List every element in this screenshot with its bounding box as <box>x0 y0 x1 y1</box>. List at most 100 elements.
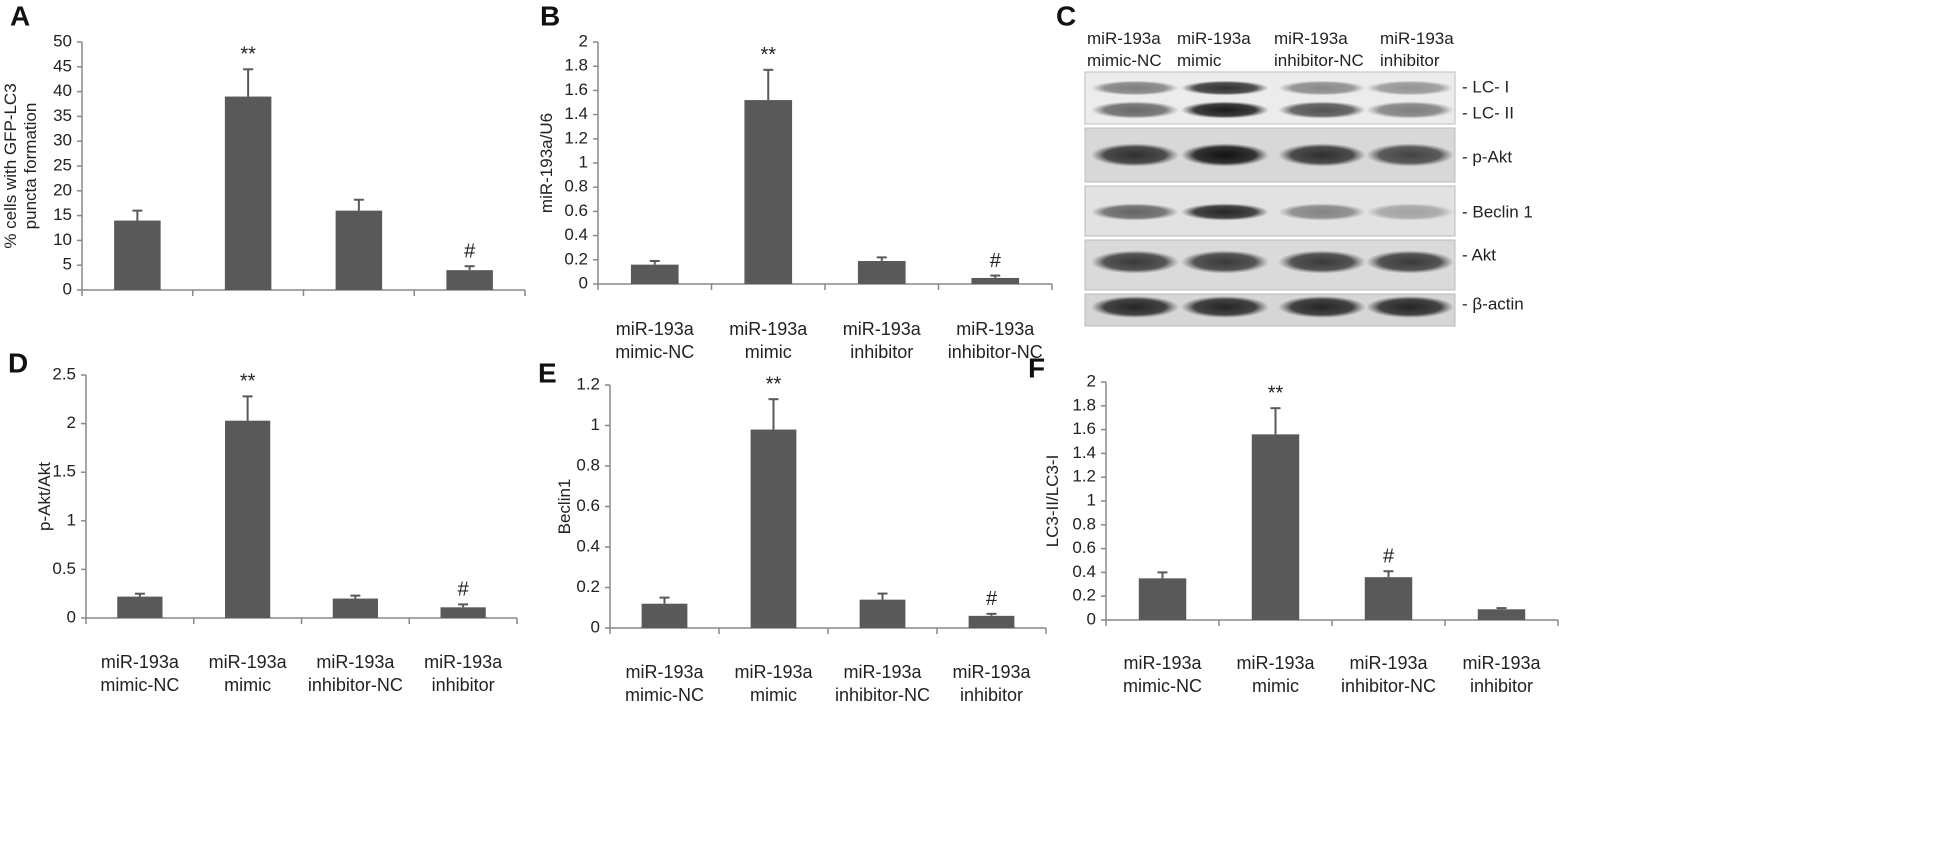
y-tick-label: 0.4 <box>1072 562 1096 581</box>
y-tick-label: 1.4 <box>564 104 588 123</box>
lane-label-line: inhibitor <box>1380 51 1440 70</box>
band-label: - Beclin 1 <box>1462 202 1533 221</box>
x-tick-label-line: inhibitor-NC <box>308 675 403 695</box>
x-tick-label-line: miR-193a <box>956 319 1035 339</box>
x-tick-label: miR-193a mimic-NC <box>615 319 694 362</box>
lane-label-line: mimic-NC <box>1087 51 1162 70</box>
y-tick-label: 0.6 <box>1072 538 1096 557</box>
x-tick-label-line: miR-193a <box>729 319 808 339</box>
bar <box>630 264 679 284</box>
blot-band <box>1091 80 1179 96</box>
panel-label: B <box>540 0 560 31</box>
x-tick-label-line: inhibitor <box>432 675 495 695</box>
y-axis-label: LC3-II/LC3-I <box>1043 455 1062 548</box>
x-tick-label-line: mimic-NC <box>100 675 179 695</box>
x-tick-label-line: miR-193a <box>616 319 695 339</box>
y-axis-label-line: p-Akt/Akt <box>35 462 54 531</box>
blot-band <box>1091 101 1179 119</box>
y-tick-label: 0 <box>579 273 588 292</box>
x-tick-label-line: miR-193a <box>1236 653 1315 673</box>
y-tick-label: 1.6 <box>1072 419 1096 438</box>
lane-label: miR-193a inhibitor <box>1380 29 1454 70</box>
y-axis-label-line: Beclin1 <box>555 479 574 535</box>
x-tick-label-line: miR-193a <box>209 652 288 672</box>
bar <box>224 420 271 618</box>
x-tick-label-line: inhibitor <box>1470 676 1533 696</box>
x-tick-label: miR-193a mimic <box>209 652 288 695</box>
y-axis-label-line: LC3-II/LC3-I <box>1043 455 1062 548</box>
y-tick-label: 1.4 <box>1072 443 1096 462</box>
bar <box>641 603 688 628</box>
y-tick-label: 40 <box>53 81 72 100</box>
blot-band <box>1366 101 1454 119</box>
bar <box>968 615 1015 628</box>
bar <box>750 429 797 628</box>
blot-band <box>1091 296 1179 318</box>
panel-label: A <box>10 0 30 31</box>
lane-label: miR-193a inhibitor-NC <box>1274 29 1364 70</box>
y-tick-label: 1.5 <box>52 462 76 481</box>
y-tick-label: 0.8 <box>564 177 588 196</box>
y-tick-label: 0.2 <box>1072 586 1096 605</box>
y-tick-label: 0 <box>67 607 76 626</box>
y-tick-label: 0 <box>591 617 600 636</box>
lane-label-line: miR-193a <box>1177 29 1251 48</box>
lane-label-line: miR-193a <box>1274 29 1348 48</box>
y-tick-label: 0.8 <box>576 455 600 474</box>
lane-label-line: miR-193a <box>1380 29 1454 48</box>
bar <box>335 210 383 290</box>
y-tick-label: 15 <box>53 205 72 224</box>
x-tick-label-line: inhibitor-NC <box>1341 676 1436 696</box>
y-tick-label: 1.6 <box>564 80 588 99</box>
bar <box>1251 434 1300 620</box>
blot-band <box>1366 250 1454 274</box>
bar <box>1138 578 1187 620</box>
annotation: # <box>458 579 470 601</box>
x-tick-label: miR-193a mimic-NC <box>1123 653 1202 696</box>
y-tick-label: 1.2 <box>1072 467 1096 486</box>
x-tick-label-line: mimic-NC <box>1123 676 1202 696</box>
blot-band <box>1091 250 1179 274</box>
band-label: - LC- I <box>1462 77 1509 96</box>
lane-label-line: inhibitor-NC <box>1274 51 1364 70</box>
y-tick-label: 1.8 <box>1072 395 1096 414</box>
x-tick-label-line: miR-193a <box>101 652 180 672</box>
annotation: # <box>990 250 1002 272</box>
x-tick-label-line: miR-193a <box>1462 653 1541 673</box>
panel-label: E <box>538 357 557 388</box>
bar <box>859 599 906 628</box>
y-tick-label: 1 <box>591 415 600 434</box>
x-tick-label: miR-193a mimic-NC <box>625 662 704 705</box>
y-tick-label: 10 <box>53 230 72 249</box>
bar <box>971 277 1020 284</box>
y-tick-label: 25 <box>53 155 72 174</box>
x-tick-label-line: miR-193a <box>316 652 395 672</box>
y-axis-label-line: puncta formation <box>21 103 40 230</box>
bar <box>446 270 493 290</box>
panel-label: C <box>1056 0 1076 31</box>
annotation: # <box>1383 545 1395 567</box>
bar <box>857 261 906 284</box>
annotation: # <box>986 588 998 610</box>
y-tick-label: 50 <box>53 31 72 50</box>
y-tick-label: 2.5 <box>52 364 76 383</box>
lane-label: miR-193a mimic <box>1177 29 1251 70</box>
blot-band <box>1181 296 1269 318</box>
y-tick-label: 0.2 <box>576 577 600 596</box>
x-tick-label: miR-193a inhibitor <box>843 319 922 362</box>
x-tick-label-line: miR-193a <box>843 662 922 682</box>
y-tick-label: 1.2 <box>576 374 600 393</box>
y-axis-label: miR-193a/U6 <box>537 113 556 213</box>
blot-band <box>1278 80 1366 96</box>
lane-label-line: miR-193a <box>1087 29 1161 48</box>
x-tick-label-line: inhibitor-NC <box>948 342 1043 362</box>
x-tick-label-line: mimic <box>224 675 271 695</box>
x-tick-label: miR-193a inhibitor <box>424 652 503 695</box>
y-axis-label-line: miR-193a/U6 <box>537 113 556 213</box>
band-label: - LC- II <box>1462 103 1514 122</box>
x-tick-label: miR-193a mimic <box>734 662 813 705</box>
blot-band <box>1278 101 1366 119</box>
band-label: - p-Akt <box>1462 147 1512 166</box>
x-tick-label-line: inhibitor <box>850 342 913 362</box>
y-tick-label: 0.4 <box>576 536 600 555</box>
